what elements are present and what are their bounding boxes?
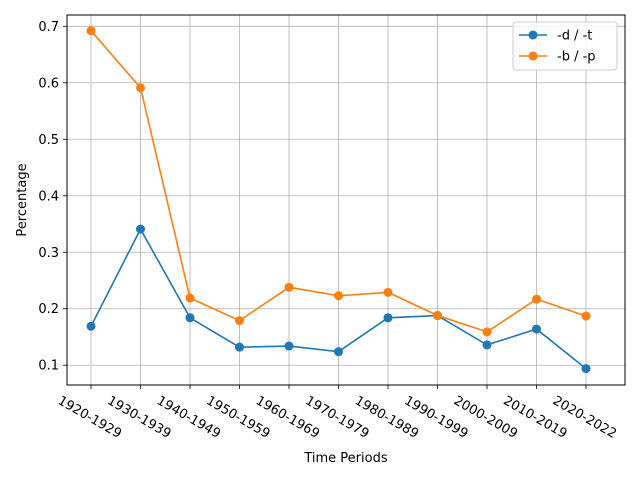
y-tick-label: 0.5 [38,133,59,148]
legend-swatch-marker [528,51,538,61]
y-tick-label: 0.1 [38,359,59,374]
data-point [581,364,591,374]
data-point [532,324,541,334]
grid-lines [67,15,625,385]
legend-label: -b / -p [557,50,596,65]
data-point [581,311,591,321]
x-axis-label: Time Periods [303,451,387,466]
y-tick-label: 0.7 [38,20,59,35]
data-point [185,313,195,323]
data-point [383,287,393,297]
data-point [185,293,195,303]
y-tick-label: 0.6 [38,76,59,91]
data-point [532,294,541,304]
y-tick-label: 0.3 [38,246,59,261]
data-point [284,282,294,292]
data-point [136,224,145,234]
data-point [482,340,492,350]
series-layer [86,26,591,374]
data-point [334,291,343,301]
data-point [86,321,96,331]
plot-frame [66,14,626,386]
data-point [433,311,442,321]
y-tick-label: 0.4 [38,189,59,204]
data-point [284,341,294,351]
legend-swatch-marker [528,30,538,40]
legend: -d / -t -b / -p [512,21,618,71]
data-point [482,327,492,337]
y-tick-label: 0.2 [38,302,59,317]
series-0 [86,224,591,374]
data-point [235,316,244,326]
y-axis-label: Percentage [15,163,30,236]
series-1 [86,26,591,337]
legend-box [512,21,618,71]
data-point [383,313,393,323]
data-point [86,26,96,36]
data-point [334,347,343,357]
data-point [136,83,145,93]
data-point [235,342,244,352]
legend-label: -d / -t [557,29,592,44]
